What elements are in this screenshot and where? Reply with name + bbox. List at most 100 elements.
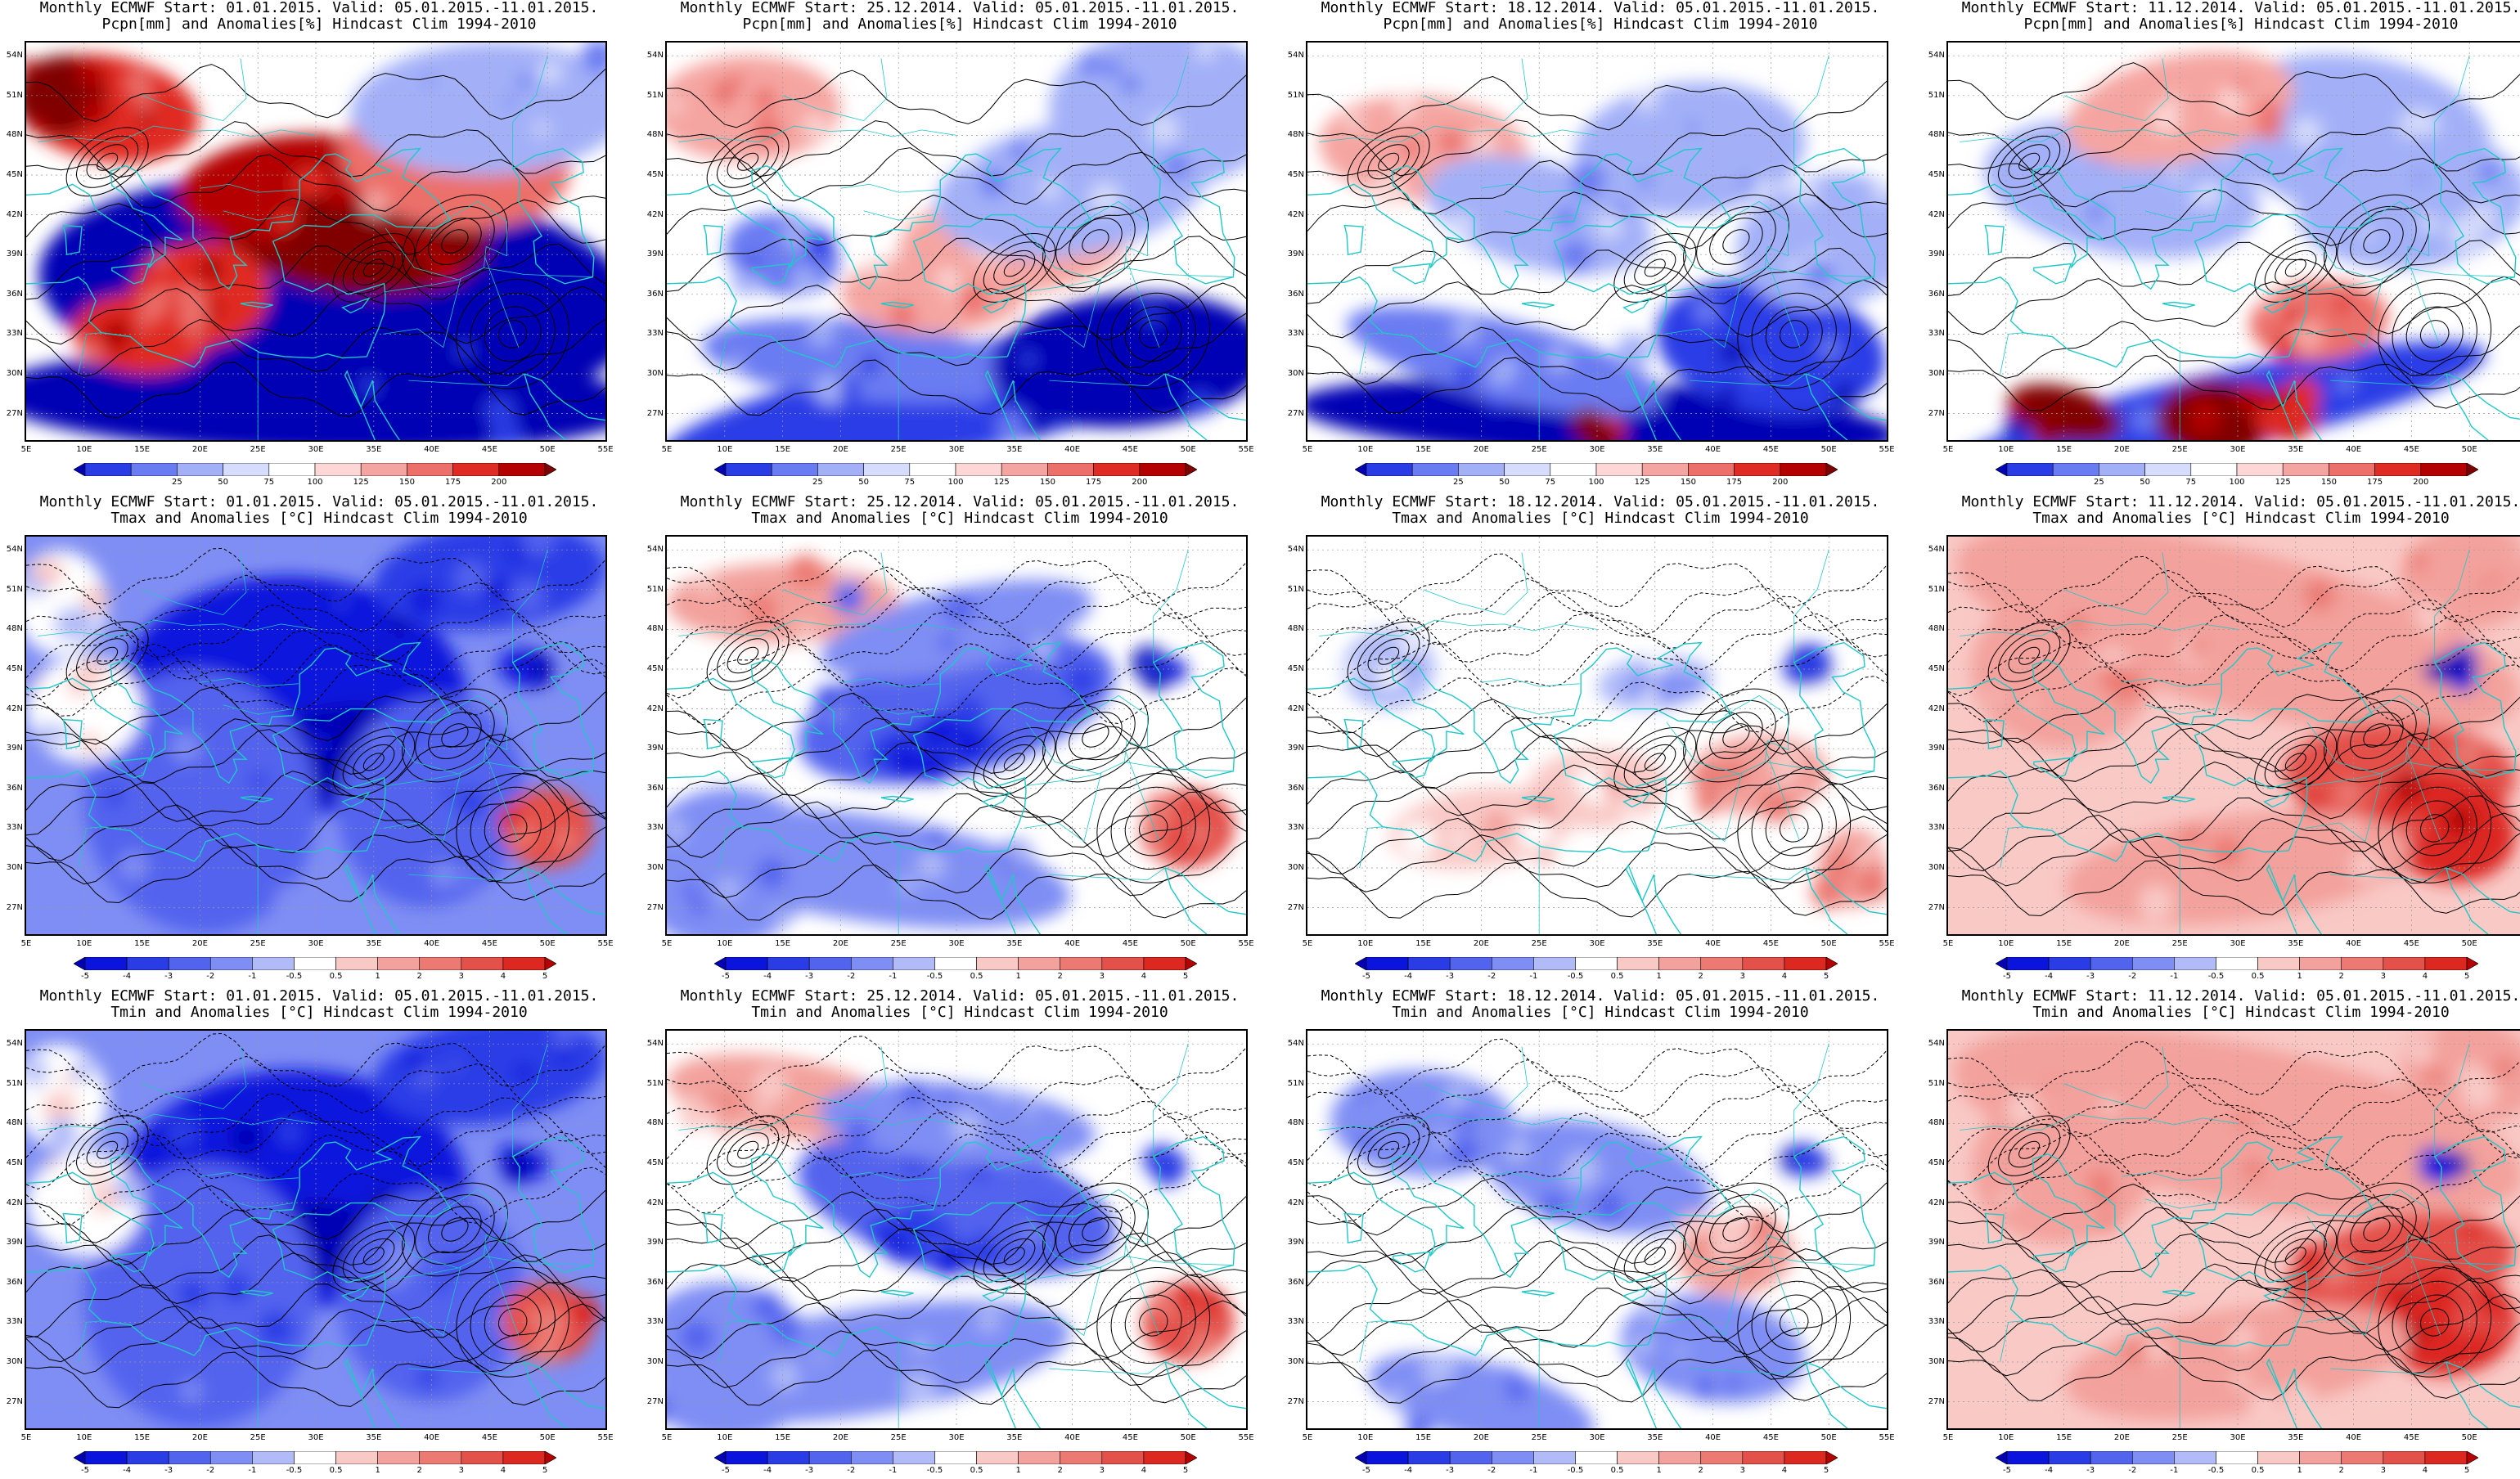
latitude-label: 33N <box>1928 823 1945 833</box>
latitude-label: 51N <box>1928 90 1945 100</box>
climate-contours <box>667 1036 1246 1406</box>
country-border <box>1025 773 1100 786</box>
contour-ring <box>2275 1238 2317 1274</box>
country-border <box>383 1266 461 1337</box>
longitude-label: 55E <box>1879 1433 1895 1442</box>
colorbar <box>74 1451 556 1464</box>
anomaly-speckle <box>79 341 102 364</box>
anomaly-speckle <box>2012 399 2027 414</box>
latitude-label: 54N <box>6 545 23 555</box>
latitude-label: 36N <box>1287 289 1304 299</box>
colorbar <box>714 463 1197 476</box>
coastline <box>1793 147 1876 285</box>
anomaly-speckle <box>90 1185 119 1214</box>
anomaly-speckle <box>1557 238 1593 274</box>
contour-line <box>1948 614 2520 672</box>
colorbar-arrow-low <box>714 1451 727 1464</box>
anomaly-speckle <box>1613 200 1629 216</box>
coastline <box>2433 1135 2517 1273</box>
colorbar-segment <box>335 1451 378 1464</box>
contour-ring <box>1124 800 1182 856</box>
colorbar-segment <box>1688 463 1735 476</box>
anomaly-speckle <box>61 1072 75 1086</box>
contour-line <box>26 154 605 212</box>
contour-line <box>667 312 1246 371</box>
colorbar-segment <box>314 463 362 476</box>
latitude-label: 45N <box>6 664 23 673</box>
colorbar-tick-label: 4 <box>500 972 506 981</box>
contour-ring <box>993 744 1036 780</box>
colorbar-segment <box>2174 957 2216 970</box>
country-border <box>863 704 934 715</box>
colorbar-tick-label: 5 <box>542 1466 548 1475</box>
colorbar-tick-label: -3 <box>2086 972 2095 981</box>
contour-ring <box>76 629 139 682</box>
contour-ring <box>1987 1115 2071 1185</box>
country-border <box>1765 1256 1874 1266</box>
country-border <box>1025 227 1148 281</box>
anomaly-speckle <box>1421 1352 1457 1388</box>
colorbar-segment <box>126 957 169 970</box>
colorbar-tick-label: -5 <box>722 1466 730 1475</box>
anomaly-speckle <box>1029 414 1051 435</box>
colorbar-segment <box>461 1451 504 1464</box>
contour-ring <box>65 621 149 691</box>
contour-line <box>26 121 605 178</box>
contour-ring <box>415 205 495 277</box>
anomaly-speckle <box>1143 654 1163 673</box>
coastline <box>26 165 183 268</box>
colorbar-segment <box>2383 1451 2426 1464</box>
country-border <box>718 826 743 869</box>
longitude-label: 30E <box>1589 445 1605 454</box>
contour-line <box>667 566 1246 624</box>
contour-ring <box>2264 1230 2327 1283</box>
colorbar-ticks: 25 50 75 100 125 150 175 200 <box>1996 478 2478 488</box>
latitude-label: 42N <box>646 1198 664 1207</box>
colorbar-tick-label: -1 <box>1529 972 1538 981</box>
colorbar-tick-label: 1 <box>1656 1466 1662 1475</box>
colorbar-segment <box>2048 1451 2091 1464</box>
anomaly-speckle <box>2235 1112 2252 1128</box>
anomaly-speckle <box>1455 363 1478 388</box>
anomaly-speckle <box>29 116 46 133</box>
country-border <box>408 373 525 387</box>
anomaly-shading <box>667 554 1235 934</box>
country-border <box>1724 695 1789 750</box>
colorbar-tick-label: -4 <box>123 1466 132 1475</box>
longitude-label: 5E <box>20 445 32 454</box>
coastline <box>1805 373 1848 440</box>
anomaly-speckle <box>839 378 861 399</box>
country-border <box>38 1113 317 1131</box>
contour-ring <box>2264 241 2327 294</box>
coastline <box>1393 1251 1432 1273</box>
coastline <box>2263 1285 2293 1302</box>
colorbar-tick-label: 5 <box>542 972 548 981</box>
longitude-label: 50E <box>539 939 556 948</box>
anomaly-speckle <box>667 819 686 842</box>
country-border <box>1690 1361 1807 1375</box>
coastline <box>1622 791 1653 808</box>
latitude-label: 48N <box>646 624 664 634</box>
contour-ring <box>497 814 528 843</box>
colorbar-segment <box>1658 1451 1702 1464</box>
latitude-label: 45N <box>1287 170 1304 179</box>
longitude-label: 25E <box>890 445 907 454</box>
country-border <box>38 619 317 636</box>
map-panel: Monthly ECMWF Start: 11.12.2014. Valid: … <box>1922 494 2520 985</box>
latitude-label: 45N <box>1928 170 1945 179</box>
colorbar-tick-label: 3 <box>2380 1466 2386 1475</box>
colorbar-segment <box>168 1451 211 1464</box>
anomaly-speckle <box>581 43 605 74</box>
contour-ring <box>2378 773 2492 883</box>
country-border <box>1024 772 1102 843</box>
anomaly-speckle <box>81 97 111 128</box>
colorbar-segment <box>502 1451 546 1464</box>
colorbar-segment <box>1143 957 1186 970</box>
country-border <box>2405 1256 2515 1266</box>
coastline <box>125 1135 452 1346</box>
anomaly-speckle <box>1839 861 1857 879</box>
colorbar-arrow-low <box>714 957 727 970</box>
longitude-label: 15E <box>1415 939 1432 948</box>
coastline <box>524 373 605 421</box>
contour-ring <box>86 144 128 180</box>
